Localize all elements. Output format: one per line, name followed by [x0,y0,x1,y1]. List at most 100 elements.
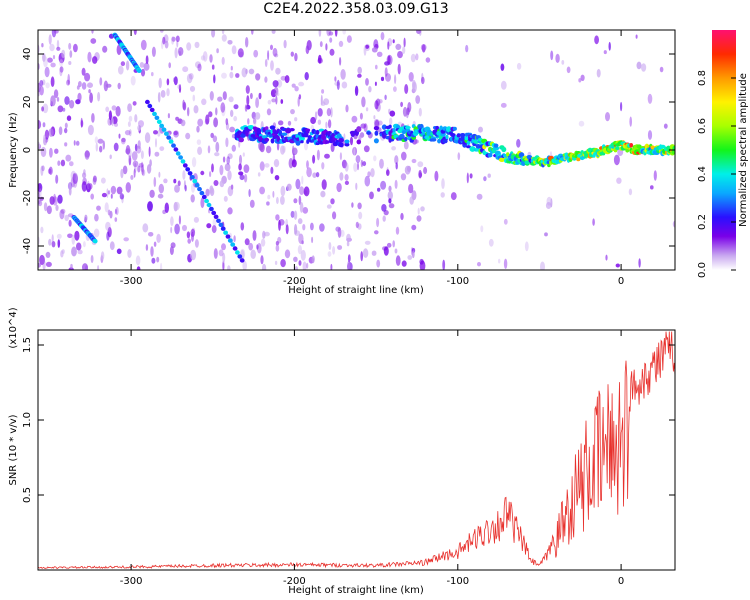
noise-mark [130,175,134,180]
noise-mark [329,48,335,56]
noise-mark [250,249,256,259]
noise-mark [39,254,45,266]
tone-mark [437,138,442,144]
streak-mark [216,218,221,223]
streak-mark [175,151,181,156]
noise-mark [195,61,201,69]
noise-mark [67,182,73,190]
noise-mark [636,61,642,70]
noise-mark [318,30,322,37]
noise-mark [329,37,333,43]
noise-mark [248,242,254,251]
noise-mark [230,109,234,117]
noise-mark [201,98,207,106]
noise-mark [148,232,154,237]
noise-mark [276,196,279,205]
noise-mark [388,185,392,192]
tone-mark [356,126,362,133]
noise-mark [74,230,80,241]
noise-mark [240,222,245,231]
noise-mark [178,215,181,225]
noise-mark [56,46,61,51]
noise-mark [544,232,548,237]
noise-mark [346,241,350,247]
noise-mark [262,230,266,239]
noise-mark [145,244,149,251]
noise-mark [376,51,383,57]
y-tick-label: -40 [22,238,33,254]
noise-mark [40,226,44,234]
noise-mark [376,259,381,268]
noise-mark [395,43,402,51]
noise-mark [97,138,104,144]
noise-mark [105,83,112,88]
noise-mark [304,72,309,81]
noise-mark [140,150,144,159]
noise-mark [469,173,473,179]
noise-mark [405,110,409,119]
noise-mark [260,255,264,265]
tone-mark [373,138,379,144]
noise-mark [545,202,552,209]
noise-mark [371,250,377,256]
noise-mark [411,224,417,231]
noise-mark [300,249,306,261]
noise-mark [477,262,481,267]
noise-mark [244,104,248,112]
noise-mark [297,96,300,107]
noise-mark [186,42,192,51]
noise-mark [58,126,63,135]
tone-mark [524,160,531,165]
noise-mark [280,185,286,197]
noise-mark [337,227,342,238]
noise-mark [242,152,245,157]
noise-mark [209,54,213,63]
noise-mark [173,76,178,86]
noise-mark [421,76,425,85]
noise-mark [516,62,522,70]
noise-mark [264,163,270,168]
noise-mark [194,239,199,248]
noise-mark [173,178,177,184]
noise-mark [48,238,52,246]
noise-mark [68,42,72,50]
noise-mark [159,30,164,33]
noise-mark [354,85,359,97]
noise-mark [364,175,371,187]
noise-mark [107,190,111,195]
noise-mark [41,165,45,172]
x-tick-label: -300 [120,576,143,587]
noise-mark [251,30,254,35]
noise-mark [38,82,41,93]
x-tick-label: -300 [120,276,143,287]
noise-mark [44,129,50,140]
noise-mark [397,51,403,59]
noise-mark [114,217,118,222]
noise-mark [105,106,110,113]
y-tick-label: 1.0 [22,412,33,428]
noise-mark [299,202,304,213]
noise-mark [132,160,139,167]
noise-mark [332,211,337,220]
noise-mark [401,260,407,267]
noise-mark [68,219,72,227]
noise-mark [483,176,487,182]
noise-mark [387,41,390,50]
noise-mark [369,191,374,200]
noise-mark [357,66,363,75]
noise-mark [68,61,72,65]
spectrogram-y-axis-label: Frequency (Hz) [8,112,19,188]
noise-mark [39,188,42,197]
noise-mark [88,183,93,190]
noise-mark [113,142,119,152]
noise-mark [272,80,279,88]
noise-mark [38,183,41,194]
noise-mark [60,159,66,167]
noise-mark [171,36,176,42]
noise-mark [238,163,242,171]
noise-mark [170,216,174,227]
noise-mark [192,94,196,102]
noise-mark [297,218,303,225]
noise-mark [221,243,226,251]
streak-mark [192,179,198,184]
